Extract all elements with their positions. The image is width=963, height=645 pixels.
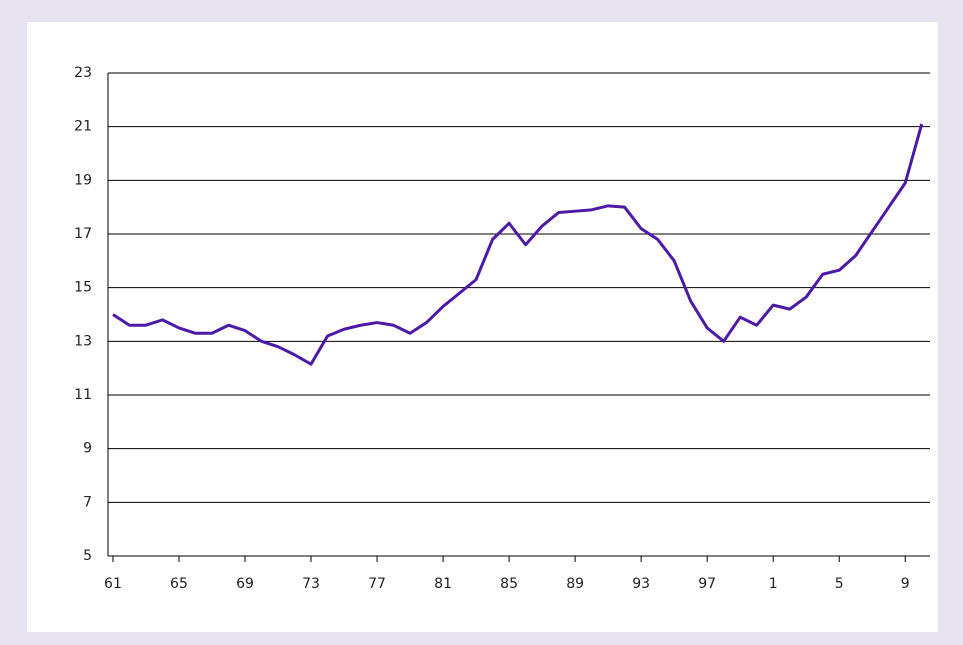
x-tick-label: 89 (566, 576, 584, 592)
y-tick-label: 11 (74, 387, 92, 403)
x-tick-label: 5 (835, 576, 844, 592)
x-tick-label: 93 (632, 576, 650, 592)
x-tick-label: 9 (901, 576, 910, 592)
y-tick-label: 15 (74, 280, 92, 296)
y-tick-label: 23 (74, 65, 92, 81)
x-tick-label: 97 (698, 576, 716, 592)
x-tick-label: 69 (236, 576, 254, 592)
x-tick-label: 73 (302, 576, 320, 592)
x-tick-label: 81 (434, 576, 452, 592)
y-tick-label: 19 (74, 172, 92, 188)
y-tick-label: 7 (83, 494, 92, 510)
y-tick-label: 9 (83, 441, 92, 457)
y-tick-label: 5 (83, 548, 92, 564)
x-tick-label: 1 (769, 576, 778, 592)
x-tick-label: 61 (104, 576, 122, 592)
y-tick-label: 21 (74, 119, 92, 135)
x-tick-label: 77 (368, 576, 386, 592)
x-tick-label: 65 (170, 576, 188, 592)
panel (27, 22, 938, 632)
data-line (112, 123, 924, 366)
x-tick-label: 85 (500, 576, 518, 592)
y-tick-label: 17 (74, 226, 92, 242)
y-tick-label: 13 (74, 333, 92, 349)
